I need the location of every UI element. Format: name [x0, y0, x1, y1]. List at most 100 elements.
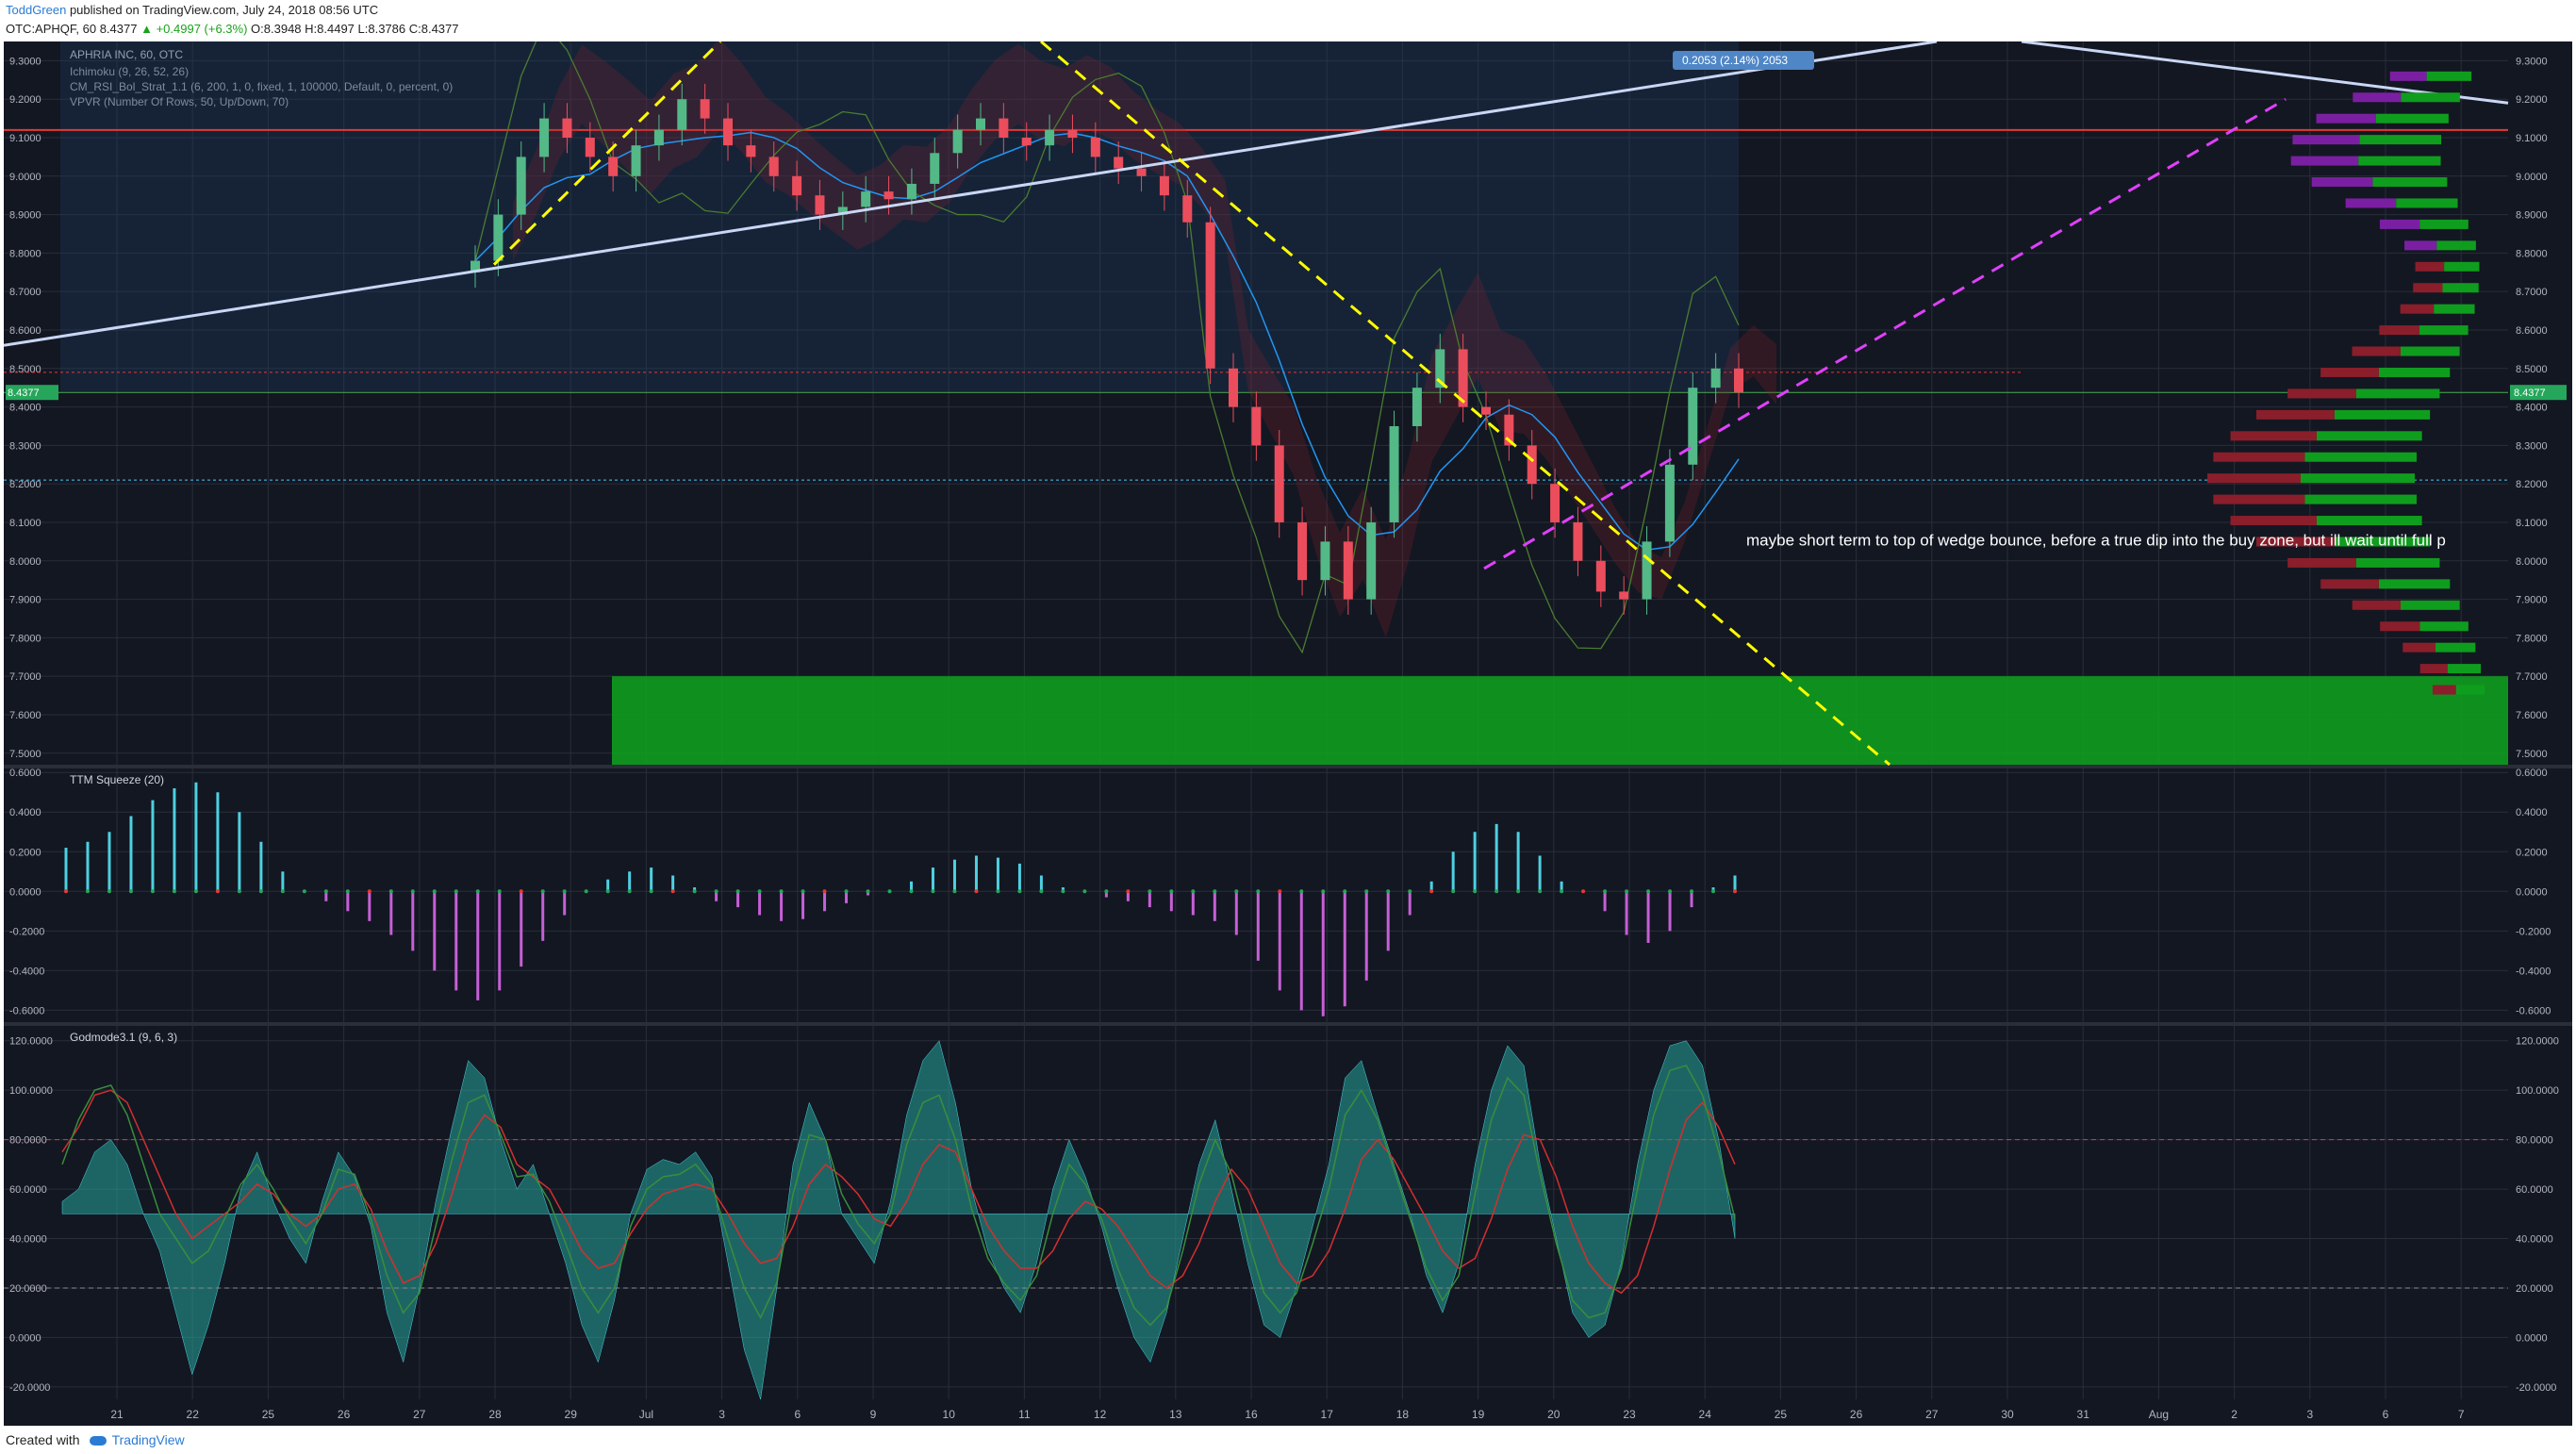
squeeze-dot: [757, 889, 762, 894]
y-tick-label-right: 7.9000: [2516, 595, 2548, 606]
y-tick-label-right: 8.5000: [2516, 364, 2548, 375]
candle-body: [471, 260, 480, 273]
candle-body: [999, 118, 1009, 138]
y-tick-label-left: 7.5000: [9, 749, 41, 760]
squeeze-dot: [866, 889, 870, 894]
volume-profile-up: [2375, 113, 2449, 124]
squeeze-dot: [1213, 889, 1217, 894]
volume-profile-down: [2290, 156, 2359, 166]
candle-body: [1136, 168, 1147, 176]
candle-body: [1458, 349, 1468, 407]
measure-shade: [60, 41, 1739, 392]
squeeze-dot: [107, 889, 111, 894]
measure-badge-label: 0.2053 (2.14%) 2053: [1682, 54, 1788, 67]
squeeze-dot: [1256, 889, 1261, 894]
y-tick-label-left: 8.2000: [9, 479, 41, 490]
candle-body: [1114, 157, 1124, 169]
squeeze-dot: [779, 889, 784, 894]
candle-body: [1573, 521, 1583, 561]
y-tick-label-left: 40.0000: [9, 1234, 47, 1246]
squeeze-dot: [1668, 889, 1673, 894]
y-tick-label-right: 0.6000: [2516, 768, 2548, 779]
published-text: published on TradingView.com, July 24, 2…: [69, 3, 379, 17]
volume-profile-up: [2358, 156, 2441, 166]
chart-area[interactable]: 21 22 25 26 27 28 29 Jul 3 6 9 10 11 12 13 16 17 18 19 20 23…: [4, 41, 2572, 1426]
y-tick-label-right: 7.5000: [2516, 749, 2548, 760]
squeeze-dot: [1148, 889, 1152, 894]
tradingview-link[interactable]: TradingView: [111, 1432, 185, 1447]
y-tick-label-right: 80.0000: [2516, 1135, 2553, 1147]
y-tick-label-right: 8.0000: [2516, 556, 2548, 568]
tradingview-logo-icon: [89, 1436, 107, 1446]
candle-body: [1229, 368, 1238, 407]
tenkan-line: [474, 131, 1740, 551]
x-tick-label: 24: [1699, 1408, 1712, 1421]
x-tick-label: 3: [2306, 1408, 2313, 1421]
candle-body: [1734, 368, 1743, 393]
x-tick-label: 3: [718, 1408, 725, 1421]
x-tick-label: 13: [1169, 1408, 1182, 1421]
volume-profile-up: [2419, 621, 2469, 632]
x-tick-label: 19: [1472, 1408, 1485, 1421]
candle-body: [1343, 541, 1353, 600]
y-tick-label-right: 0.2000: [2516, 847, 2548, 858]
squeeze-dot: [302, 889, 306, 894]
squeeze-dot: [388, 889, 393, 894]
squeeze-dot: [1386, 889, 1391, 894]
candle-body: [837, 207, 848, 215]
chart-svg[interactable]: 21 22 25 26 27 28 29 Jul 3 6 9 10 11 12 13 16 17 18 19 20 23…: [4, 41, 2572, 1426]
squeeze-dot: [1017, 889, 1022, 894]
y-tick-label-right: 8.2000: [2516, 479, 2548, 490]
squeeze-dot: [497, 889, 502, 894]
candle-body: [1688, 388, 1698, 465]
x-tick-label: 25: [262, 1408, 275, 1421]
y-tick-label-left: 9.3000: [9, 56, 41, 67]
publication-header: ToddGreen published on TradingView.com, …: [0, 0, 2576, 41]
rising-trendline: [4, 41, 1938, 347]
volume-profile-up: [2359, 135, 2442, 145]
y-tick-label-right: -0.6000: [2516, 1005, 2551, 1016]
x-tick-label: 27: [413, 1408, 426, 1421]
squeeze-dot: [1169, 889, 1174, 894]
candle-body: [1412, 388, 1422, 426]
y-tick-label-left: -20.0000: [9, 1382, 50, 1394]
squeeze-dot: [1429, 889, 1434, 894]
author-link[interactable]: ToddGreen: [6, 3, 67, 17]
squeeze-dot: [1061, 889, 1065, 894]
y-tick-label-right: 9.0000: [2516, 172, 2548, 183]
x-tick-label: Jul: [639, 1408, 653, 1421]
volume-profile-down: [2413, 283, 2443, 293]
y-tick-label-left: 80.0000: [9, 1135, 47, 1147]
squeeze-dot: [215, 889, 220, 894]
y-tick-label-left: 9.0000: [9, 172, 41, 183]
squeeze-dot: [64, 889, 68, 894]
y-tick-label-left: 20.0000: [9, 1283, 47, 1295]
squeeze-dot: [454, 889, 458, 894]
candle-body: [1090, 137, 1100, 157]
x-tick-label: 16: [1245, 1408, 1258, 1421]
publisher-line: ToddGreen published on TradingView.com, …: [6, 3, 378, 17]
squeeze-dot: [584, 889, 588, 894]
squeeze-dot: [670, 889, 675, 894]
x-tick-label: 18: [1396, 1408, 1410, 1421]
candle-body: [653, 129, 664, 146]
squeeze-dot: [367, 889, 372, 894]
wedge-lower-yellow: [1040, 41, 1891, 767]
squeeze-dot: [323, 889, 328, 894]
squeeze-dot: [1451, 889, 1456, 894]
squeeze-dot: [1082, 889, 1087, 894]
x-tick-label: 2: [2231, 1408, 2237, 1421]
squeeze-dot: [844, 889, 849, 894]
squeeze-dot: [1494, 889, 1499, 894]
ohlc-values: O:8.3948 H:8.4497 L:8.3786 C:8.4377: [251, 22, 459, 36]
y-tick-label-left: 0.0000: [9, 886, 41, 898]
volume-profile-down: [2379, 219, 2420, 229]
y-tick-label-right: -20.0000: [2516, 1382, 2556, 1394]
candle-body: [539, 118, 550, 157]
candle-body: [1619, 591, 1629, 600]
squeeze-dot: [692, 889, 697, 894]
candle-body: [700, 99, 710, 119]
volume-profile-up: [2378, 579, 2451, 589]
volume-profile-down: [2256, 537, 2335, 547]
pane-title: Godmode3.1 (9, 6, 3): [70, 1031, 177, 1044]
